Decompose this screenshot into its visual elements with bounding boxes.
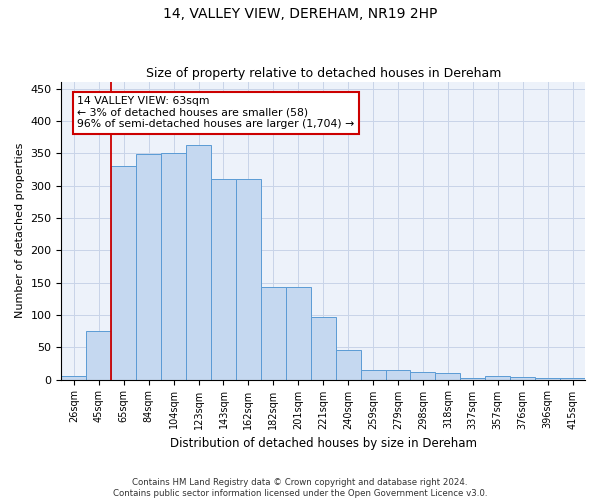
Bar: [460, 378, 485, 380]
Bar: [386, 370, 410, 380]
Bar: [161, 153, 186, 380]
Bar: [86, 331, 111, 380]
Text: Contains HM Land Registry data © Crown copyright and database right 2024.
Contai: Contains HM Land Registry data © Crown c…: [113, 478, 487, 498]
Title: Size of property relative to detached houses in Dereham: Size of property relative to detached ho…: [146, 66, 501, 80]
Text: 14, VALLEY VIEW, DEREHAM, NR19 2HP: 14, VALLEY VIEW, DEREHAM, NR19 2HP: [163, 8, 437, 22]
Bar: [236, 179, 261, 380]
Bar: [186, 145, 211, 380]
X-axis label: Distribution of detached houses by size in Dereham: Distribution of detached houses by size …: [170, 437, 477, 450]
Bar: [61, 376, 86, 380]
Bar: [286, 287, 311, 380]
Bar: [111, 166, 136, 380]
Bar: [361, 370, 386, 380]
Bar: [510, 377, 535, 380]
Bar: [335, 350, 361, 380]
Bar: [535, 378, 560, 380]
Bar: [410, 372, 436, 380]
Bar: [311, 317, 335, 380]
Text: 14 VALLEY VIEW: 63sqm
← 3% of detached houses are smaller (58)
96% of semi-detac: 14 VALLEY VIEW: 63sqm ← 3% of detached h…: [77, 96, 355, 130]
Bar: [136, 154, 161, 380]
Bar: [560, 378, 585, 380]
Bar: [485, 376, 510, 380]
Y-axis label: Number of detached properties: Number of detached properties: [15, 143, 25, 318]
Bar: [211, 179, 236, 380]
Bar: [261, 287, 286, 380]
Bar: [436, 373, 460, 380]
